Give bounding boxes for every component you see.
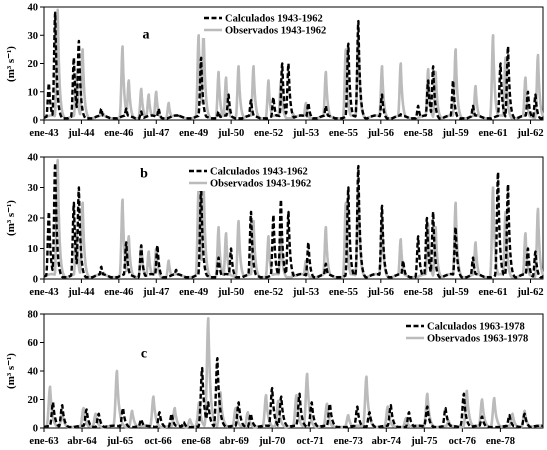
x-tick-label: jul-56 bbox=[367, 287, 394, 298]
y-tick-label: 20 bbox=[28, 395, 39, 406]
x-tick-label: ene-58 bbox=[404, 287, 433, 298]
x-tick-label: jul-44 bbox=[67, 128, 95, 139]
x-tick-label: oct-76 bbox=[449, 436, 476, 447]
x-tick-label: abr-69 bbox=[219, 436, 248, 447]
x-tick-label: jul-75 bbox=[410, 436, 437, 447]
y-tick-label: 80 bbox=[28, 310, 39, 321]
legend-box bbox=[404, 318, 542, 346]
series-observados-line bbox=[42, 8, 545, 120]
x-tick-label: jul-47 bbox=[142, 128, 169, 139]
x-tick-label: ene-63 bbox=[29, 436, 58, 447]
x-tick-label: jul-50 bbox=[217, 287, 244, 298]
chart-panel-c: 0 20 40 60 80 ene-63 abr-64 jul-65 oct-66 ene-68 a… bbox=[5, 310, 544, 447]
y-tick-label: 10 bbox=[28, 87, 39, 98]
x-tick-label: ene-46 bbox=[104, 128, 133, 139]
x-tick-label: jul-59 bbox=[442, 287, 469, 298]
y-tick-label: 0 bbox=[33, 116, 38, 127]
x-tick-label: jul-62 bbox=[516, 128, 543, 139]
x-tick-label: ene-55 bbox=[329, 128, 358, 139]
x-tick-label: ene-49 bbox=[179, 287, 208, 298]
x-tick-label: abr-74 bbox=[372, 436, 402, 447]
x-tick-label: oct-66 bbox=[144, 436, 171, 447]
panel-letter: c bbox=[141, 347, 147, 362]
x-tick-label: ene-49 bbox=[179, 128, 208, 139]
chart-panel-b: 0 10 20 30 40 ene-43 jul-44 ene-46 jul-47 ene-49 j… bbox=[5, 153, 545, 298]
x-tick-label: oct-71 bbox=[297, 436, 324, 447]
x-tick-label: ene-78 bbox=[486, 436, 515, 447]
legend-label: Observados 1943-1962 bbox=[210, 179, 311, 190]
y-tick-label: 0 bbox=[33, 275, 38, 286]
x-tick-label: ene-68 bbox=[182, 436, 211, 447]
x-tick-label: ene-46 bbox=[104, 287, 133, 298]
x-tick-label: jul-62 bbox=[516, 287, 543, 298]
panel-letter: b bbox=[140, 167, 148, 182]
legend-label: Calculados 1943-1962 bbox=[225, 14, 323, 25]
x-tick-label: jul-47 bbox=[142, 287, 169, 298]
y-tick-label: 40 bbox=[28, 153, 39, 164]
legend-box bbox=[202, 10, 348, 38]
y-tick-label: 30 bbox=[28, 31, 39, 42]
chart-panel-a: 0 10 20 30 40 ene-43 jul-44 ene-46 jul-47 ene-49 j… bbox=[5, 3, 545, 139]
x-tick-label: ene-73 bbox=[334, 436, 363, 447]
x-tick-label: ene-52 bbox=[254, 128, 283, 139]
y-tick-label: 40 bbox=[28, 3, 39, 14]
series-calculados-line bbox=[43, 357, 544, 429]
legend-label: Calculados 1943-1962 bbox=[210, 167, 308, 178]
y-tick-label: 0 bbox=[33, 424, 38, 435]
y-axis-label: (m³ s⁻¹) bbox=[5, 200, 17, 236]
y-tick-label: 30 bbox=[28, 183, 39, 194]
x-tick-label: ene-61 bbox=[479, 128, 508, 139]
panel-letter-box bbox=[136, 345, 152, 361]
panel-letter-box bbox=[138, 26, 154, 42]
x-tick-label: jul-44 bbox=[67, 287, 95, 298]
y-tick-label: 60 bbox=[28, 338, 39, 349]
y-tick-label: 10 bbox=[28, 244, 39, 255]
series-calculados-line bbox=[43, 11, 544, 120]
series-calculados-line bbox=[43, 161, 544, 279]
y-tick-label: 20 bbox=[28, 214, 39, 225]
x-tick-label: jul-59 bbox=[442, 128, 469, 139]
x-tick-label: jul-56 bbox=[367, 128, 394, 139]
x-tick-label: ene-52 bbox=[254, 287, 283, 298]
legend-box bbox=[187, 163, 333, 191]
x-tick-label: ene-55 bbox=[329, 287, 358, 298]
x-tick-label: ene-43 bbox=[29, 128, 58, 139]
x-tick-label: ene-58 bbox=[404, 128, 433, 139]
x-tick-label: jul-53 bbox=[292, 128, 319, 139]
y-axis-label: (m³ s⁻¹) bbox=[5, 46, 17, 82]
y-tick-label: 20 bbox=[28, 59, 39, 70]
legend-label: Calculados 1963-1978 bbox=[427, 322, 525, 333]
x-tick-label: ene-43 bbox=[29, 287, 58, 298]
legend-label: Observados 1963-1978 bbox=[427, 334, 528, 345]
y-axis-label: (m³ s⁻¹) bbox=[5, 353, 17, 389]
legend-label: Observados 1943-1962 bbox=[225, 26, 326, 37]
y-tick-label: 40 bbox=[28, 367, 39, 378]
panel-letter-box bbox=[136, 165, 152, 181]
x-tick-label: jul-70 bbox=[258, 436, 285, 447]
x-tick-label: jul-65 bbox=[106, 436, 133, 447]
x-tick-label: abr-64 bbox=[67, 436, 97, 447]
x-tick-label: jul-50 bbox=[217, 128, 244, 139]
x-tick-label: jul-53 bbox=[292, 287, 319, 298]
x-tick-label: ene-61 bbox=[479, 287, 508, 298]
panel-letter: a bbox=[143, 28, 150, 43]
